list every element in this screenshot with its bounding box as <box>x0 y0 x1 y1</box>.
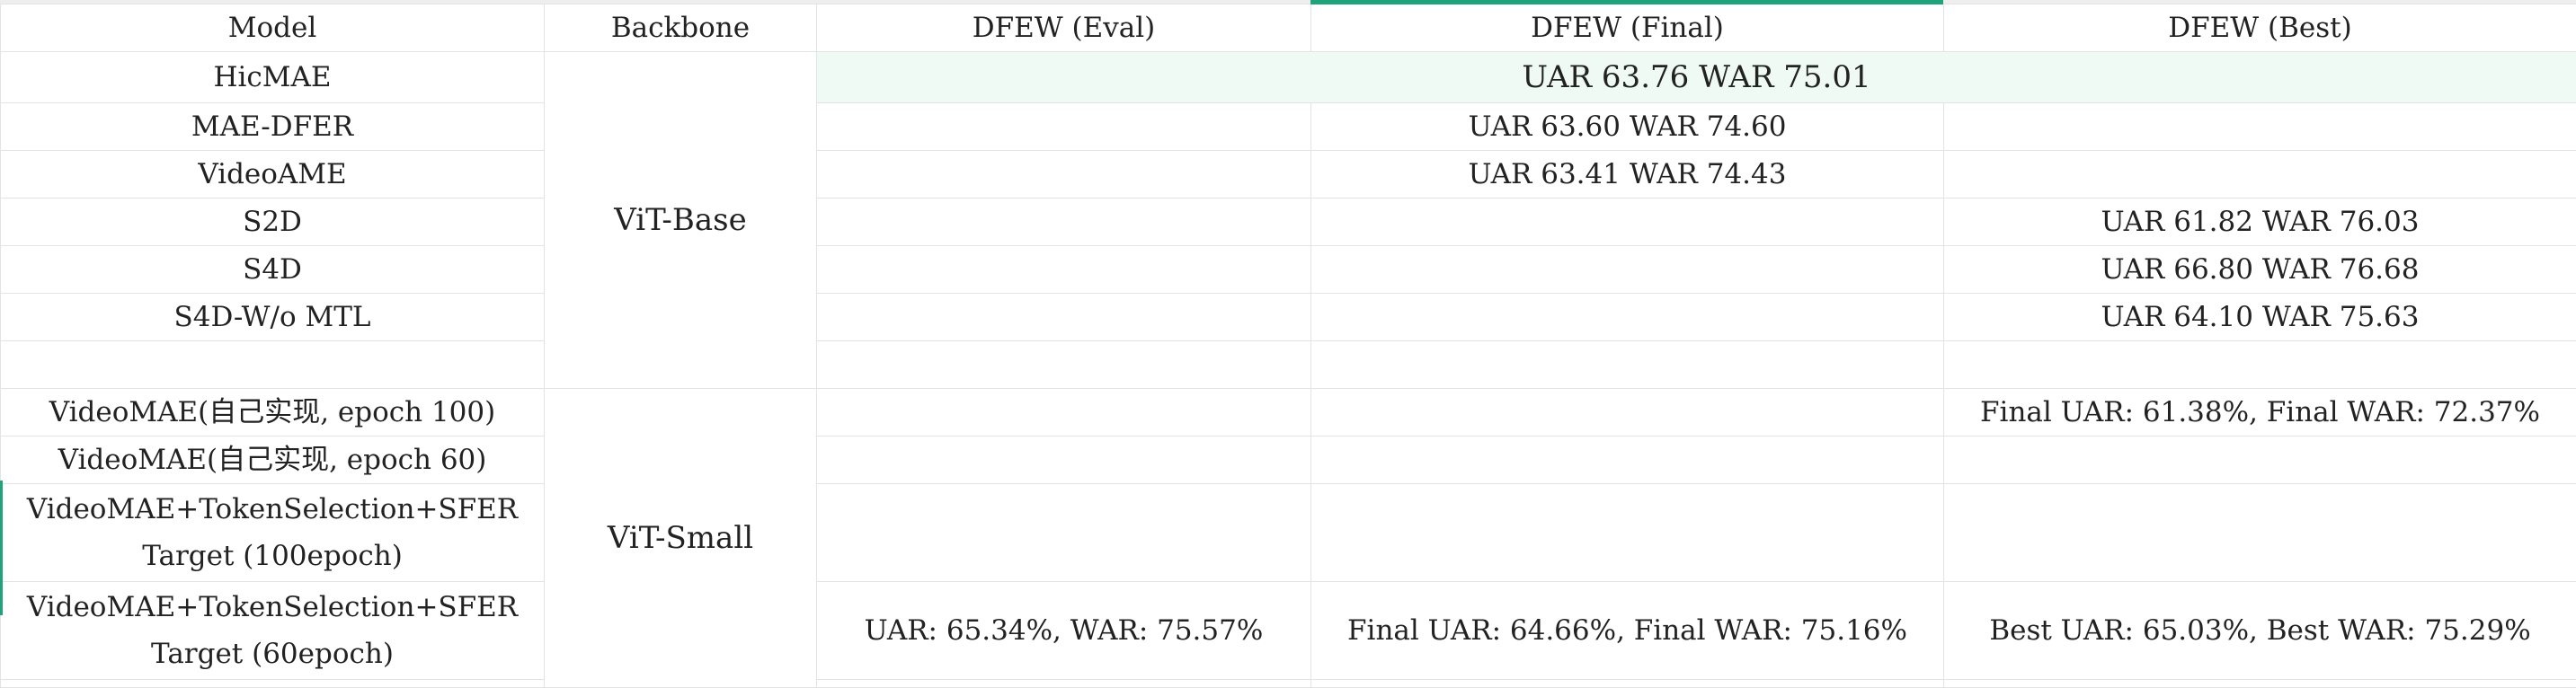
best-cell[interactable]: Final UAR: 61.38%, Final WAR: 72.37% <box>1944 389 2576 437</box>
header-cell-backbone[interactable]: Backbone <box>545 4 817 52</box>
table-row: S4D UAR 66.80 WAR 76.68 <box>1 246 2576 294</box>
empty-cell[interactable] <box>817 680 1311 688</box>
header-cell-dfew-eval[interactable]: DFEW (Eval) <box>817 4 1311 52</box>
empty-cell[interactable] <box>1 680 545 688</box>
table-row: VideoMAE+TokenSelection+SFER Target (100… <box>1 484 2576 582</box>
eval-cell[interactable] <box>817 294 1311 341</box>
model-cell[interactable]: VideoMAE+TokenSelection+SFER Target (100… <box>1 484 545 582</box>
table-row-empty <box>1 341 2576 389</box>
best-cell[interactable] <box>1944 151 2576 198</box>
header-cell-model[interactable]: Model <box>1 4 545 52</box>
final-cell[interactable] <box>1311 246 1944 294</box>
final-cell[interactable] <box>1311 198 1944 246</box>
final-cell[interactable] <box>1311 341 1944 389</box>
eval-cell[interactable] <box>817 484 1311 582</box>
eval-cell[interactable] <box>817 151 1311 198</box>
selected-column-indicator <box>1310 0 1943 4</box>
eval-cell[interactable] <box>817 103 1311 151</box>
row-marker <box>0 481 3 579</box>
model-cell[interactable] <box>1 341 545 389</box>
model-cell[interactable]: S4D-W/o MTL <box>1 294 545 341</box>
table-row: VideoMAE(自己实现, epoch 60) <box>1 437 2576 484</box>
eval-cell[interactable] <box>817 246 1311 294</box>
results-table: Model Backbone DFEW (Eval) DFEW (Final) … <box>0 4 2576 688</box>
table-row: HicMAE ViT-Base UAR 63.76 WAR 75.01 <box>1 52 2576 103</box>
best-cell[interactable] <box>1944 103 2576 151</box>
model-cell[interactable]: VideoMAE(自己实现, epoch 100) <box>1 389 545 437</box>
model-cell[interactable]: S2D <box>1 198 545 246</box>
best-cell[interactable] <box>1944 437 2576 484</box>
final-cell[interactable]: UAR 63.41 WAR 74.43 <box>1311 151 1944 198</box>
table-row: S4D-W/o MTL UAR 64.10 WAR 75.63 <box>1 294 2576 341</box>
eval-cell[interactable] <box>817 198 1311 246</box>
model-cell[interactable]: HicMAE <box>1 52 545 103</box>
model-cell[interactable]: VideoAME <box>1 151 545 198</box>
final-cell[interactable]: UAR 63.60 WAR 74.60 <box>1311 103 1944 151</box>
best-cell[interactable]: UAR 61.82 WAR 76.03 <box>1944 198 2576 246</box>
model-cell[interactable]: VideoMAE+TokenSelection+SFER Target (60e… <box>1 582 545 680</box>
model-cell[interactable]: VideoMAE(自己实现, epoch 60) <box>1 437 545 484</box>
final-cell[interactable] <box>1311 484 1944 582</box>
best-cell[interactable] <box>1944 484 2576 582</box>
empty-cell[interactable] <box>1944 680 2576 688</box>
backbone-cell-vit-small[interactable]: ViT-Small <box>545 389 817 688</box>
header-row: Model Backbone DFEW (Eval) DFEW (Final) … <box>1 4 2576 52</box>
best-cell[interactable] <box>1944 341 2576 389</box>
table-row: VideoMAE(自己实现, epoch 100) ViT-Small Fina… <box>1 389 2576 437</box>
model-cell[interactable]: S4D <box>1 246 545 294</box>
backbone-cell-vit-base[interactable]: ViT-Base <box>545 52 817 389</box>
eval-cell[interactable]: UAR: 65.34%, WAR: 75.57% <box>817 582 1311 680</box>
header-cell-dfew-final[interactable]: DFEW (Final) <box>1311 4 1944 52</box>
best-cell[interactable]: UAR 66.80 WAR 76.68 <box>1944 246 2576 294</box>
header-cell-dfew-best[interactable]: DFEW (Best) <box>1944 4 2576 52</box>
eval-cell[interactable] <box>817 437 1311 484</box>
table-row: VideoMAE+TokenSelection+SFER Target (60e… <box>1 582 2576 680</box>
eval-cell[interactable] <box>817 389 1311 437</box>
final-cell[interactable]: Final UAR: 64.66%, Final WAR: 75.16% <box>1311 582 1944 680</box>
row-marker <box>0 579 3 615</box>
best-cell[interactable]: Best UAR: 65.03%, Best WAR: 75.29% <box>1944 582 2576 680</box>
table-row: VideoAME UAR 63.41 WAR 74.43 <box>1 151 2576 198</box>
eval-cell[interactable] <box>817 341 1311 389</box>
final-cell[interactable] <box>1311 389 1944 437</box>
best-cell[interactable]: UAR 64.10 WAR 75.63 <box>1944 294 2576 341</box>
final-cell[interactable] <box>1311 294 1944 341</box>
model-cell[interactable]: MAE-DFER <box>1 103 545 151</box>
table-row-empty <box>1 680 2576 688</box>
final-cell[interactable] <box>1311 437 1944 484</box>
table-row: MAE-DFER UAR 63.60 WAR 74.60 <box>1 103 2576 151</box>
empty-cell[interactable] <box>1311 680 1944 688</box>
merged-result-cell[interactable]: UAR 63.76 WAR 75.01 <box>817 52 2576 103</box>
table-row: S2D UAR 61.82 WAR 76.03 <box>1 198 2576 246</box>
